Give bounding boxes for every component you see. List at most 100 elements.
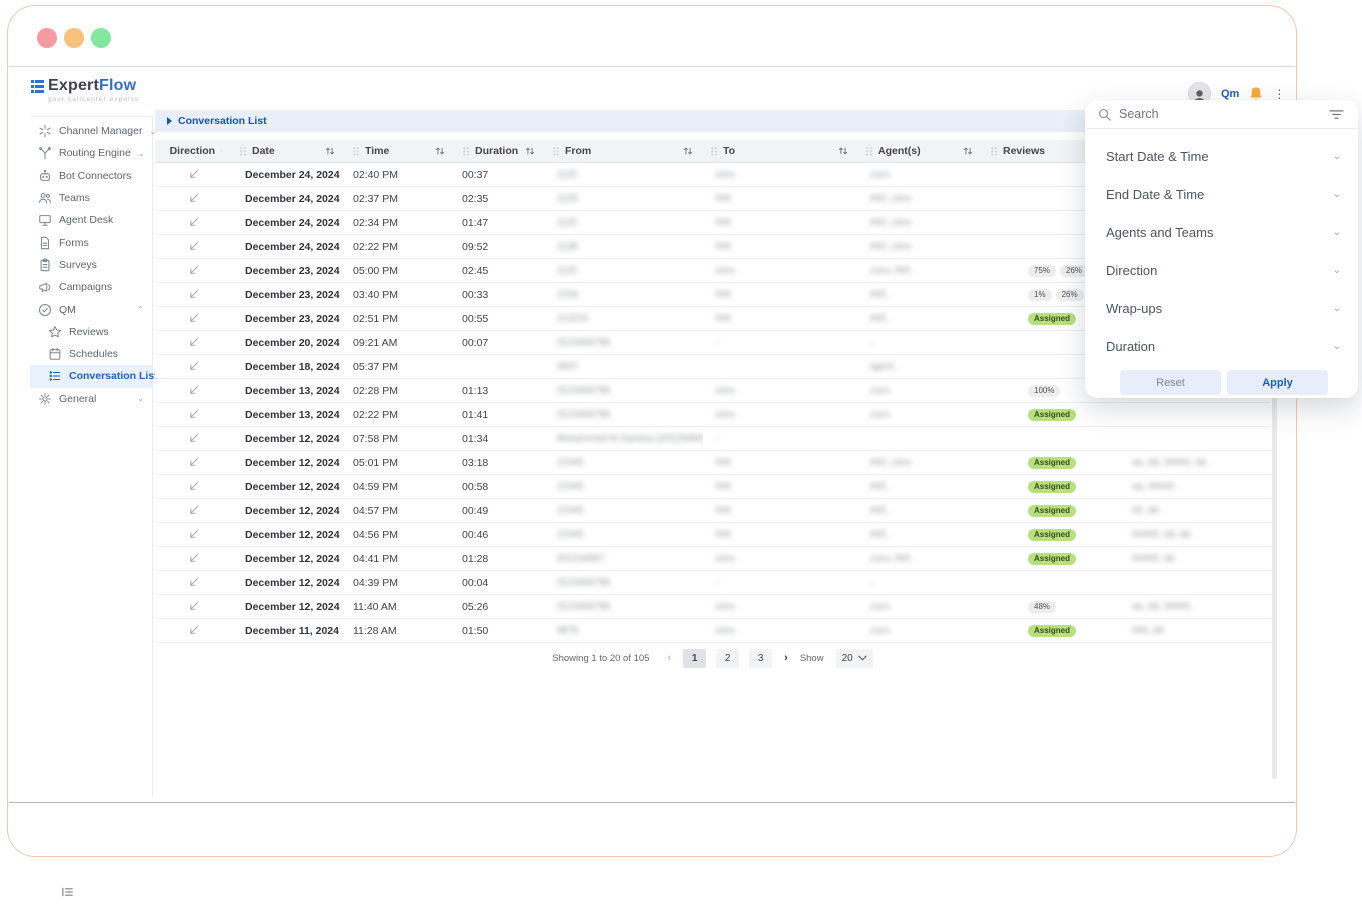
wrapups-cell: aa, dd, 00000 — [1108, 595, 1270, 618]
duration-cell: 01:34 — [455, 427, 545, 450]
column-header-agents[interactable]: Agent(s) — [858, 140, 983, 162]
column-header-label: From — [565, 145, 591, 157]
inbound-call-arrow-icon — [188, 481, 199, 492]
search-input[interactable] — [1119, 107, 1321, 121]
filter-section-start-date-time[interactable]: Start Date & Time⌄ — [1085, 137, 1358, 175]
column-header-from[interactable]: From — [545, 140, 703, 162]
column-header-date[interactable]: Date — [232, 140, 345, 162]
direction-cell — [155, 547, 232, 570]
filter-section-label: End Date & Time — [1106, 187, 1204, 202]
drag-handle-icon[interactable] — [163, 147, 164, 156]
review-badge: 75% — [1028, 265, 1056, 277]
channel-manager-icon — [38, 124, 52, 138]
from-cell: 12345 — [545, 451, 703, 474]
sidebar-item-qm[interactable]: QM⌃ — [30, 298, 152, 320]
time-cell: 02:28 PM — [345, 379, 455, 402]
traffic-light-zoom[interactable] — [91, 28, 111, 48]
page-size-select[interactable]: 20 — [836, 649, 873, 668]
drag-handle-icon[interactable] — [463, 147, 469, 156]
from-cell: 1234 — [545, 283, 703, 306]
apply-button[interactable]: Apply — [1227, 370, 1328, 395]
sidebar-item-teams[interactable]: Teams — [30, 187, 152, 209]
sort-icon[interactable] — [963, 146, 973, 156]
filter-section-wrap-ups[interactable]: Wrap-ups⌄ — [1085, 289, 1358, 327]
duration-cell: 00:33 — [455, 283, 545, 306]
page-size-value: 20 — [842, 653, 853, 664]
inbound-call-arrow-icon — [188, 433, 199, 444]
filter-section-duration[interactable]: Duration⌄ — [1085, 327, 1358, 365]
user-label[interactable]: Qm — [1221, 88, 1239, 100]
reset-button[interactable]: Reset — [1120, 370, 1221, 395]
sidebar-item-routing-engine[interactable]: Routing Engine⌄ — [30, 142, 152, 164]
previous-page-icon[interactable]: ‹ — [667, 652, 671, 664]
sort-icon[interactable] — [525, 146, 535, 156]
column-header-duration[interactable]: Duration — [455, 140, 545, 162]
sort-icon[interactable] — [325, 146, 335, 156]
sidebar-item-conversation-list[interactable]: Conversation List — [30, 365, 152, 387]
time-cell: 02:51 PM — [345, 307, 455, 330]
sidebar-item-forms[interactable]: Forms — [30, 231, 152, 253]
column-header-to[interactable]: To — [703, 140, 858, 162]
inbound-call-arrow-icon — [188, 289, 199, 300]
page-button-3[interactable]: 3 — [749, 649, 772, 668]
sort-icon[interactable] — [435, 146, 445, 156]
reviews-cell: Assigned — [983, 403, 1108, 426]
page-button-1[interactable]: 1 — [683, 649, 706, 668]
filter-lines-icon[interactable] — [1329, 109, 1344, 120]
traffic-light-minimize[interactable] — [64, 28, 84, 48]
breadcrumb-label[interactable]: Conversation List — [178, 115, 267, 127]
sort-icon[interactable] — [221, 146, 222, 156]
duration-cell: 03:18 — [455, 451, 545, 474]
sidebar-item-reviews[interactable]: Reviews — [30, 321, 152, 343]
drag-handle-icon[interactable] — [991, 147, 997, 156]
sidebar-item-label: Forms — [59, 237, 89, 249]
traffic-light-close[interactable] — [37, 28, 57, 48]
kebab-menu-icon[interactable]: ⋮ — [1273, 88, 1285, 100]
from-cell: 1132 — [545, 163, 703, 186]
from-cell: 12345 — [545, 499, 703, 522]
from-cell: 9876 — [545, 619, 703, 642]
date-cell: December 12, 2024 — [232, 427, 345, 450]
sidebar-item-campaigns[interactable]: Campaigns — [30, 276, 152, 298]
drag-handle-icon[interactable] — [866, 147, 872, 156]
sidebar-item-channel-manager[interactable]: Channel Manager⌄ — [30, 120, 152, 142]
titlebar-divider — [9, 66, 1295, 67]
duration-cell: 00:07 — [455, 331, 545, 354]
sidebar-item-agent-desk[interactable]: Agent Desk — [30, 209, 152, 231]
chevron-down-icon: ⌄ — [1333, 227, 1341, 238]
column-header-time[interactable]: Time — [345, 140, 455, 162]
column-header-direction[interactable]: Direction — [155, 140, 232, 162]
sidebar-item-bot-connectors[interactable]: Bot Connectors — [30, 165, 152, 187]
reviews-cell: Assigned — [983, 547, 1108, 570]
page-button-2[interactable]: 2 — [716, 649, 739, 668]
sidebar-item-general[interactable]: General⌄ — [30, 388, 152, 410]
drag-handle-icon[interactable] — [711, 147, 717, 156]
agents-cell: 000 — [858, 499, 983, 522]
sidebar-item-surveys[interactable]: Surveys — [30, 254, 152, 276]
to-cell: 004 — [703, 307, 858, 330]
sidebar-item-schedules[interactable]: Schedules — [30, 343, 152, 365]
agents-cell: conv — [858, 403, 983, 426]
sort-icon[interactable] — [838, 146, 848, 156]
filter-section-end-date-time[interactable]: End Date & Time⌄ — [1085, 175, 1358, 213]
filter-section-direction[interactable]: Direction⌄ — [1085, 251, 1358, 289]
collapse-sidebar-icon[interactable] — [60, 885, 75, 904]
sort-icon[interactable] — [683, 146, 693, 156]
drag-handle-icon[interactable] — [553, 147, 559, 156]
drag-handle-icon[interactable] — [353, 147, 359, 156]
next-page-icon[interactable]: › — [784, 652, 788, 664]
filter-section-agents-and-teams[interactable]: Agents and Teams⌄ — [1085, 213, 1358, 251]
drag-handle-icon[interactable] — [240, 147, 246, 156]
agents-cell: - — [858, 571, 983, 594]
notifications-bell-icon[interactable] — [1249, 86, 1263, 101]
